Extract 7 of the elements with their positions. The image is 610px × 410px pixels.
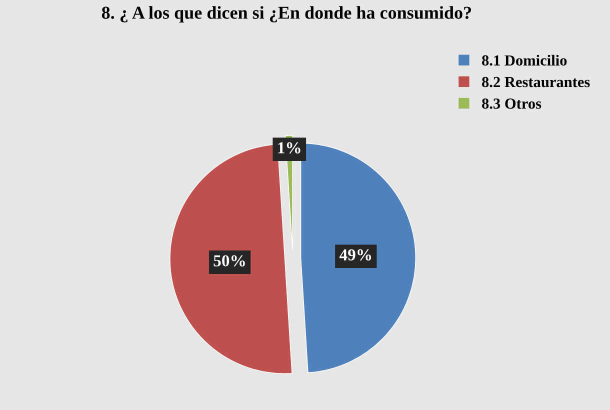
data-label: 50% <box>214 255 245 266</box>
legend-label: 8.1 Domicilio <box>482 54 567 66</box>
legend-label: 8.2 Restaurantes <box>482 76 590 88</box>
chart-title: 8. ¿ A los que dicen si ¿En donde ha consumido? <box>102 6 472 23</box>
legend-label: 8.3 Otros <box>482 98 542 109</box>
data-label: 1% <box>278 142 300 154</box>
data-label: 49% <box>339 249 372 261</box>
